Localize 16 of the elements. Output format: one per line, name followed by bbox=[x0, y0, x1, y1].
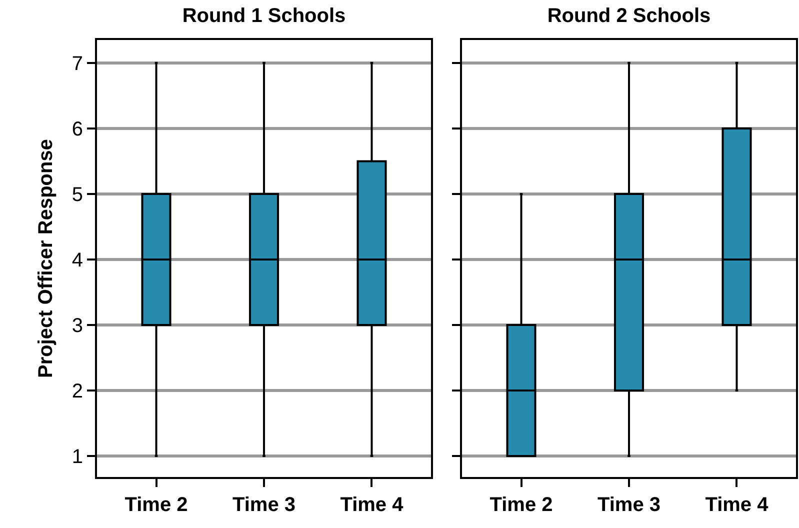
y-tick-label: 2 bbox=[72, 380, 83, 403]
y-tick-label: 4 bbox=[72, 249, 83, 272]
chart-title: Round 2 Schools bbox=[547, 4, 711, 27]
chart-title: Round 1 Schools bbox=[182, 4, 346, 27]
x-tick-label: Time 4 bbox=[705, 494, 770, 516]
x-tick-label: Time 2 bbox=[490, 494, 553, 516]
y-tick-label: 5 bbox=[72, 184, 83, 206]
x-tick-label: Time 4 bbox=[340, 494, 404, 516]
y-axis-title: Project Officer Response bbox=[34, 139, 57, 378]
y-tick-label: 1 bbox=[72, 446, 83, 468]
x-tick-label: Time 3 bbox=[598, 494, 660, 516]
y-tick-label: 6 bbox=[72, 118, 83, 140]
x-tick-label: Time 2 bbox=[124, 494, 188, 516]
y-tick-label: 7 bbox=[72, 52, 83, 75]
y-tick-label: 3 bbox=[72, 315, 83, 337]
x-tick-label: Time 3 bbox=[232, 494, 296, 516]
